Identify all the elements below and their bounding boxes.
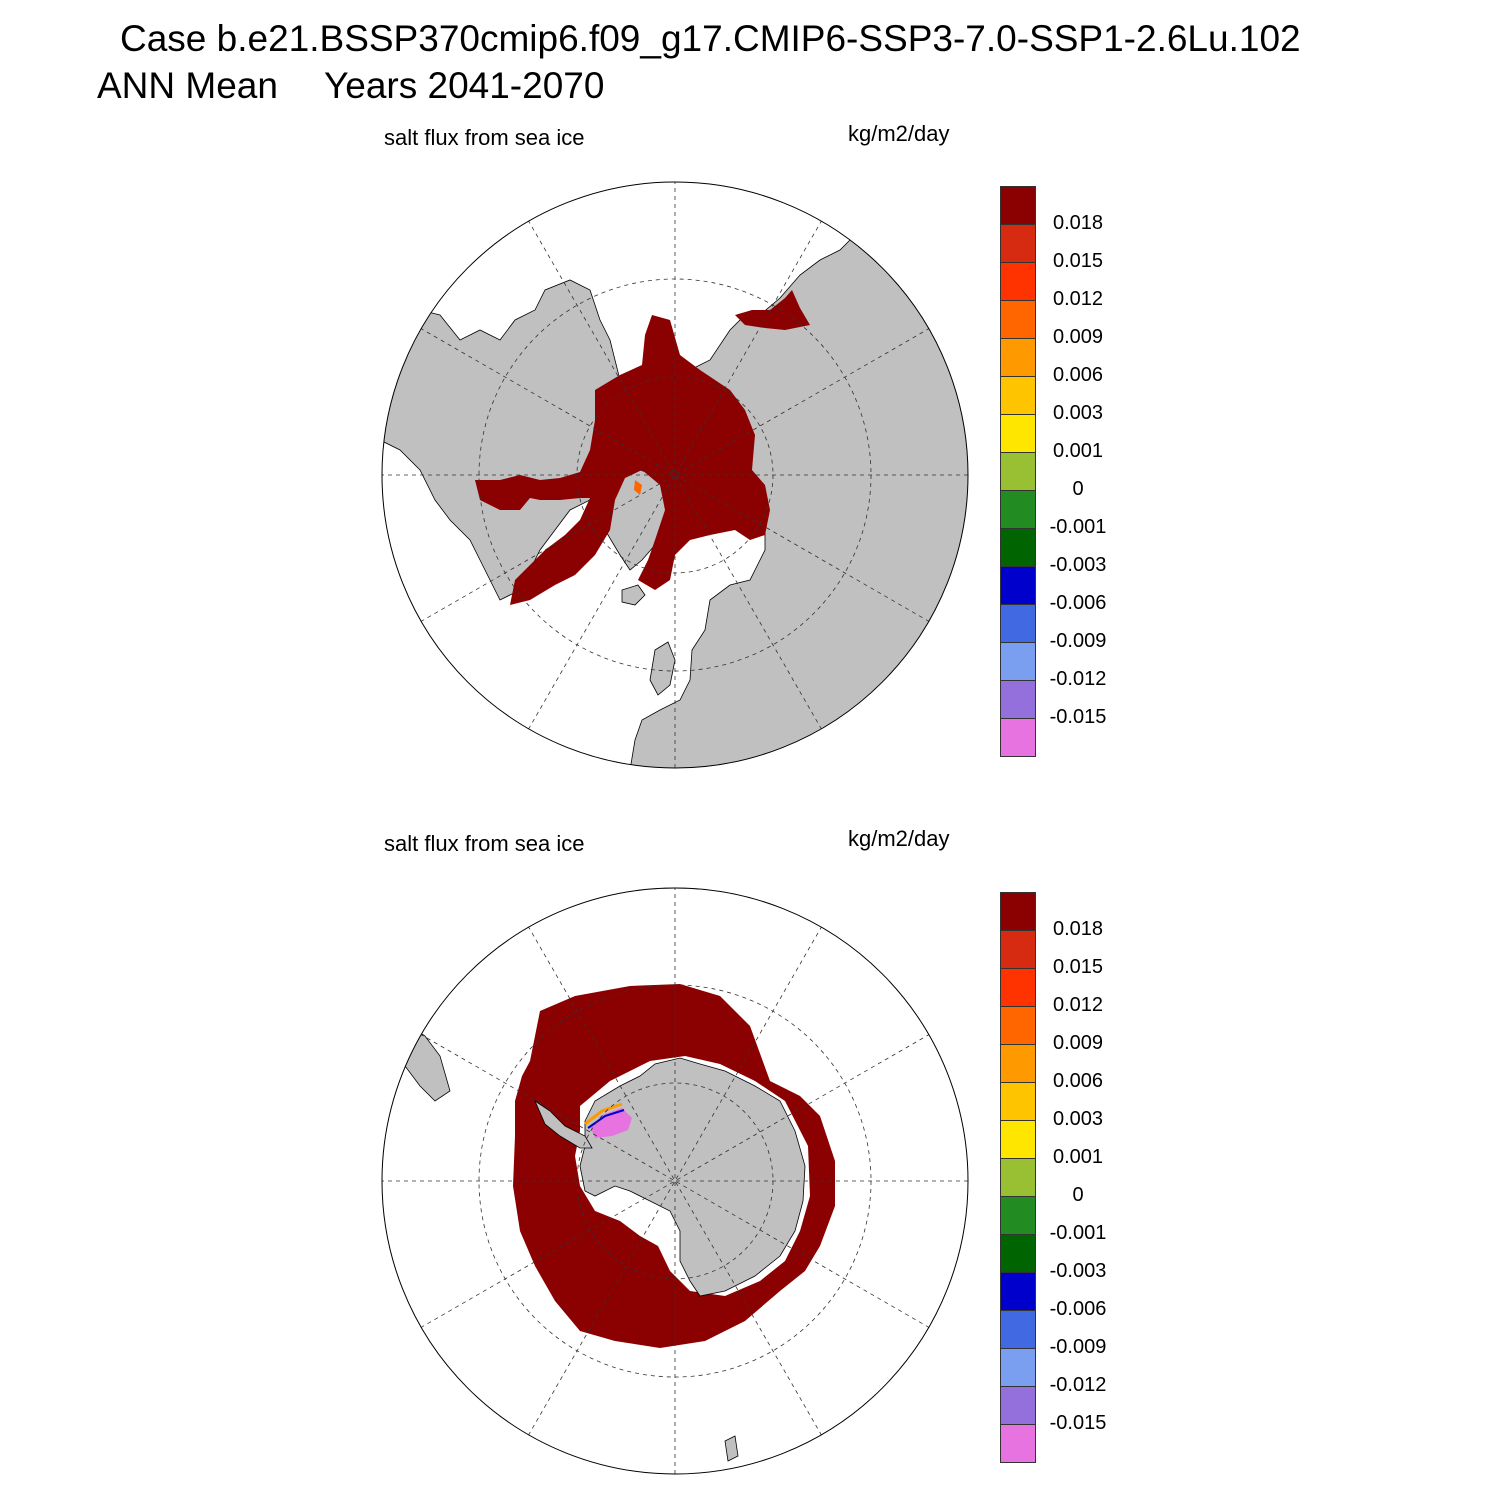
south-map-border xyxy=(381,887,969,1475)
north-units-label: kg/m2/day xyxy=(848,121,950,146)
south-colorbar-tick-label: -0.012 xyxy=(1049,1374,1107,1396)
north-colorbar-tick-label: -0.012 xyxy=(1049,668,1107,690)
south-flux-ring xyxy=(513,984,835,1348)
south-colorbar-tick-label: -0.009 xyxy=(1049,1336,1107,1358)
north-colorbar-tick-label: 0 xyxy=(1072,478,1084,500)
north-map-border xyxy=(381,181,969,769)
south-colorbar-tick-label: 0.012 xyxy=(1052,994,1104,1016)
north-flux-edge xyxy=(634,480,642,495)
south-colorbar-box xyxy=(1000,1387,1036,1425)
north-colorbar-tick-label: -0.009 xyxy=(1049,630,1107,652)
north-colorbar xyxy=(1000,186,1036,757)
north-colorbar-box xyxy=(1000,225,1036,263)
south-flux-weddell-neg xyxy=(590,1108,632,1138)
north-colorbar-tick-label: 0.012 xyxy=(1052,288,1104,310)
north-colorbar-box xyxy=(1000,643,1036,681)
north-variable-label: salt flux from sea ice xyxy=(384,125,585,150)
south-colorbar-tick-label: 0.018 xyxy=(1052,918,1104,940)
north-polar-map xyxy=(381,181,969,769)
period-title: ANN Mean Years 2041-2070 xyxy=(97,65,604,107)
south-colorbar-box xyxy=(1000,1121,1036,1159)
north-land-uk xyxy=(649,641,676,696)
south-colorbar-box xyxy=(1000,931,1036,969)
years-label: Years 2041-2070 xyxy=(323,65,605,106)
south-land-antarctica xyxy=(579,1057,806,1297)
south-colorbar-tick-label: 0 xyxy=(1072,1184,1084,1206)
north-colorbar-tick-label: -0.015 xyxy=(1049,706,1107,728)
south-polar-map xyxy=(381,887,969,1475)
south-colorbar-box xyxy=(1000,1197,1036,1235)
north-colorbar-box xyxy=(1000,339,1036,377)
south-colorbar-box xyxy=(1000,1159,1036,1197)
north-colorbar-box xyxy=(1000,567,1036,605)
south-land-island xyxy=(724,1435,739,1462)
north-colorbar-tick-label: 0.015 xyxy=(1052,250,1104,272)
south-flux-weddell-edge xyxy=(584,1102,623,1126)
south-colorbar-box xyxy=(1000,1349,1036,1387)
north-colorbar-tick-label: 0.009 xyxy=(1052,326,1104,348)
south-colorbar-tick-label: -0.006 xyxy=(1049,1298,1107,1320)
north-colorbar-tick-label: -0.006 xyxy=(1049,592,1107,614)
case-title: Case b.e21.BSSP370cmip6.f09_g17.CMIP6-SS… xyxy=(120,18,1301,59)
north-colorbar-box xyxy=(1000,415,1036,453)
north-colorbar-tick-label: -0.001 xyxy=(1049,516,1107,538)
north-colorbar-box xyxy=(1000,263,1036,301)
north-colorbar-tick-label: 0.018 xyxy=(1052,212,1104,234)
north-colorbar-box xyxy=(1000,377,1036,415)
north-colorbar-box xyxy=(1000,605,1036,643)
north-colorbar-box xyxy=(1000,719,1036,757)
south-colorbar-tick-label: -0.003 xyxy=(1049,1260,1107,1282)
south-colorbar-tick-label: -0.015 xyxy=(1049,1412,1107,1434)
south-units-label: kg/m2/day xyxy=(848,826,950,851)
north-flux-arctic xyxy=(475,315,770,605)
south-colorbar-box xyxy=(1000,1007,1036,1045)
north-colorbar-box xyxy=(1000,301,1036,339)
south-colorbar-box xyxy=(1000,1425,1036,1463)
north-flux-okhotsk xyxy=(735,290,810,330)
south-colorbar-tick-label: 0.003 xyxy=(1052,1108,1104,1130)
south-graticule xyxy=(382,888,968,1474)
mean-label: ANN Mean xyxy=(97,65,278,106)
south-colorbar-tick-label: 0.015 xyxy=(1052,956,1104,978)
south-colorbar-tick-label: 0.009 xyxy=(1052,1032,1104,1054)
south-land-peninsula xyxy=(534,1099,593,1149)
south-flux-weddell-edge2 xyxy=(587,1109,625,1129)
south-colorbar-box xyxy=(1000,1311,1036,1349)
south-colorbar-box xyxy=(1000,1235,1036,1273)
north-colorbar-tick-label: 0.003 xyxy=(1052,402,1104,424)
north-graticule xyxy=(382,182,968,768)
north-colorbar-box xyxy=(1000,681,1036,719)
south-colorbar-tick-label: 0.006 xyxy=(1052,1070,1104,1092)
south-colorbar-box xyxy=(1000,1273,1036,1311)
north-colorbar-tick-label: -0.003 xyxy=(1049,554,1107,576)
north-colorbar-box xyxy=(1000,453,1036,491)
north-colorbar-box xyxy=(1000,186,1036,225)
north-colorbar-tick-label: 0.001 xyxy=(1052,440,1104,462)
north-colorbar-box xyxy=(1000,529,1036,567)
north-colorbar-tick-label: 0.006 xyxy=(1052,364,1104,386)
south-colorbar-box xyxy=(1000,1083,1036,1121)
south-variable-label: salt flux from sea ice xyxy=(384,831,585,856)
south-colorbar-tick-label: 0.001 xyxy=(1052,1146,1104,1168)
south-colorbar-box xyxy=(1000,1045,1036,1083)
south-colorbar-box xyxy=(1000,892,1036,931)
north-colorbar-box xyxy=(1000,491,1036,529)
south-colorbar-box xyxy=(1000,969,1036,1007)
south-colorbar-tick-label: -0.001 xyxy=(1049,1222,1107,1244)
south-colorbar xyxy=(1000,892,1036,1463)
north-land-iceland xyxy=(621,584,646,606)
